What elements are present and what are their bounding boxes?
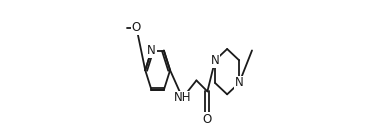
Text: NH: NH — [174, 92, 191, 104]
Text: N: N — [235, 76, 243, 89]
Text: N: N — [147, 44, 156, 57]
Text: O: O — [132, 21, 141, 34]
Text: N: N — [211, 54, 219, 67]
Text: O: O — [203, 113, 212, 126]
